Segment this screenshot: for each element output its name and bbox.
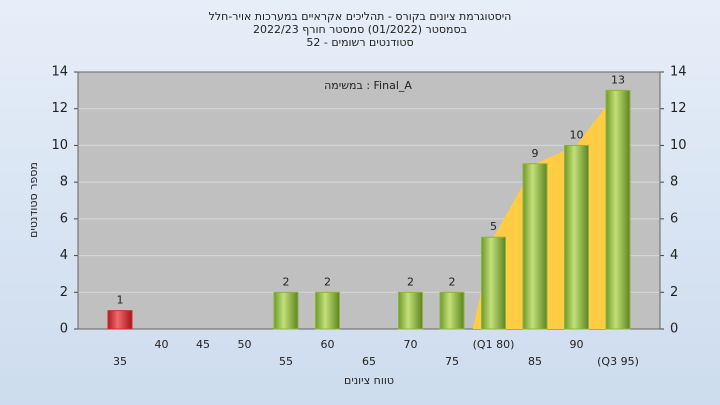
y2-tick-label: 2 xyxy=(670,285,678,300)
y2-tick-label: 0 xyxy=(670,322,678,337)
x-tick-label: 90 xyxy=(570,338,584,351)
x-tick-label: 55 xyxy=(279,355,293,368)
y-tick-label: 0 xyxy=(60,322,68,337)
bar xyxy=(398,291,423,330)
value-label: 2 xyxy=(407,275,414,288)
y2-tick-label: 10 xyxy=(670,138,687,153)
bar xyxy=(605,89,631,330)
x-tick-label: (Q1 80) xyxy=(473,338,515,351)
y-axis-label: מספר סטודנטים xyxy=(27,162,40,238)
x-tick-label: 70 xyxy=(404,338,418,351)
legend: במשימה : Final_A xyxy=(324,79,412,92)
x-axis-label: טווח ציונים xyxy=(344,374,394,387)
x-tick-label: 65 xyxy=(362,355,376,368)
y2-tick-label: 4 xyxy=(670,248,678,263)
y-tick-label: 8 xyxy=(60,175,68,190)
value-label: 13 xyxy=(611,73,625,86)
plot-border xyxy=(77,71,661,330)
y-tick-label: 2 xyxy=(60,285,68,300)
x-tick-label: 45 xyxy=(196,338,210,351)
x-tick-label: 50 xyxy=(238,338,252,351)
bar xyxy=(522,163,548,330)
value-label: 10 xyxy=(570,128,584,141)
x-tick-label: 75 xyxy=(445,355,459,368)
x-tick-label: 60 xyxy=(321,338,335,351)
bar xyxy=(107,310,133,330)
x-tick-label: 40 xyxy=(155,338,169,351)
value-label: 2 xyxy=(324,275,331,288)
chart-title: היסטוגרמת ציונים בקורס - תהליכים אקראיים… xyxy=(209,10,512,23)
value-label: 1 xyxy=(117,294,124,307)
x-tick-label: 85 xyxy=(528,355,542,368)
value-label: 2 xyxy=(283,275,290,288)
chart-subtitle: בסמסטר (01/2022) סמסטר חורף 2022/23 xyxy=(253,23,467,36)
x-tick-label: 35 xyxy=(113,355,127,368)
bar xyxy=(315,291,340,330)
y2-tick-label: 12 xyxy=(670,101,687,116)
bar xyxy=(564,144,589,330)
y2-tick-label: 14 xyxy=(670,65,687,80)
y-tick-label: 6 xyxy=(60,211,68,226)
y-tick-label: 4 xyxy=(60,248,68,263)
y-tick-label: 14 xyxy=(51,65,68,80)
x-tick-label: (Q3 95) xyxy=(597,355,639,368)
y2-tick-label: 6 xyxy=(670,211,678,226)
chart-subtitle: סטודנטים רשומים - 52 xyxy=(306,36,413,49)
value-label: 5 xyxy=(490,220,497,233)
value-label: 9 xyxy=(532,147,539,160)
value-label: 2 xyxy=(449,275,456,288)
bar xyxy=(439,291,465,330)
y2-tick-label: 8 xyxy=(670,175,678,190)
y-tick-label: 12 xyxy=(51,101,68,116)
bar xyxy=(481,236,506,330)
y-tick-label: 10 xyxy=(51,138,68,153)
bar xyxy=(273,291,299,330)
